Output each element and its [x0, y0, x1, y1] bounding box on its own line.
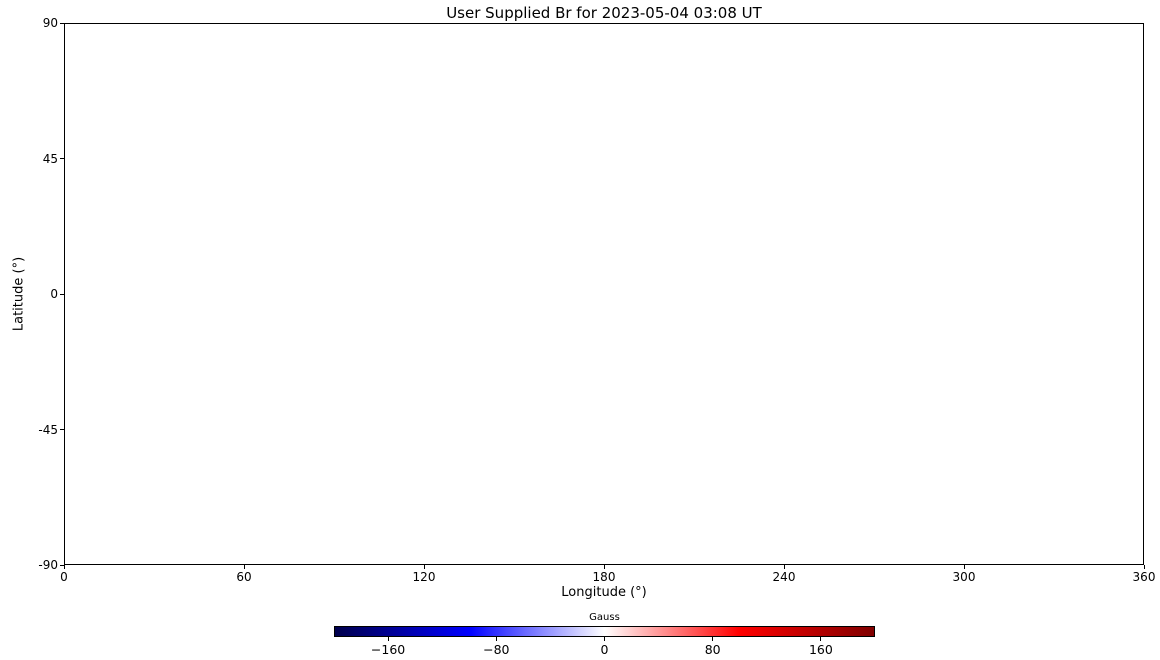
x-tick-mark	[603, 565, 605, 569]
x-tick-label: 180	[592, 570, 616, 584]
x-tick-label: 0	[60, 570, 68, 584]
x-axis-label: Longitude (°)	[561, 585, 647, 600]
x-tick-mark	[963, 565, 965, 569]
chart-title: User Supplied Br for 2023-05-04 03:08 UT	[446, 4, 762, 22]
colorbar-gradient	[334, 626, 875, 637]
x-tick-label: 120	[412, 570, 436, 584]
colorbar-tick-label: −160	[370, 642, 406, 657]
colorbar-tick-mark	[495, 637, 497, 641]
y-tick-label: 45	[42, 151, 58, 166]
x-tick-mark	[783, 565, 785, 569]
colorbar-tick-mark	[604, 637, 605, 641]
y-tick-mark	[60, 158, 64, 159]
colorbar-tick-mark	[712, 637, 714, 641]
plot-area	[64, 23, 1144, 565]
x-tick-mark	[243, 565, 245, 569]
y-tick-mark	[60, 22, 64, 24]
colorbar-tick-label: 0	[600, 642, 609, 657]
colorbar-tick-label: −80	[483, 642, 510, 657]
x-tick-label: 360	[1132, 570, 1156, 584]
colorbar-tick-label: 80	[704, 642, 721, 657]
x-tick-label: 240	[772, 570, 796, 584]
x-tick-label: 60	[236, 570, 252, 584]
colorbar-tick-mark	[820, 637, 822, 641]
colorbar-tick-label: 160	[808, 642, 833, 657]
y-tick-label: -45	[38, 422, 58, 437]
x-tick-mark	[63, 565, 65, 569]
x-tick-label: 300	[952, 570, 976, 584]
y-tick-label: -90	[38, 558, 58, 572]
x-tick-mark	[1143, 565, 1145, 569]
x-tick-mark	[423, 565, 425, 569]
y-tick-label: 0	[50, 287, 58, 301]
y-axis-label: Latitude (°)	[11, 256, 27, 332]
colorbar-tick-mark	[387, 637, 389, 641]
colorbar-label: Gauss	[589, 612, 620, 623]
y-tick-mark	[60, 293, 64, 295]
y-tick-mark	[60, 429, 64, 430]
y-tick-mark	[60, 564, 64, 566]
y-tick-label: 90	[42, 16, 58, 30]
